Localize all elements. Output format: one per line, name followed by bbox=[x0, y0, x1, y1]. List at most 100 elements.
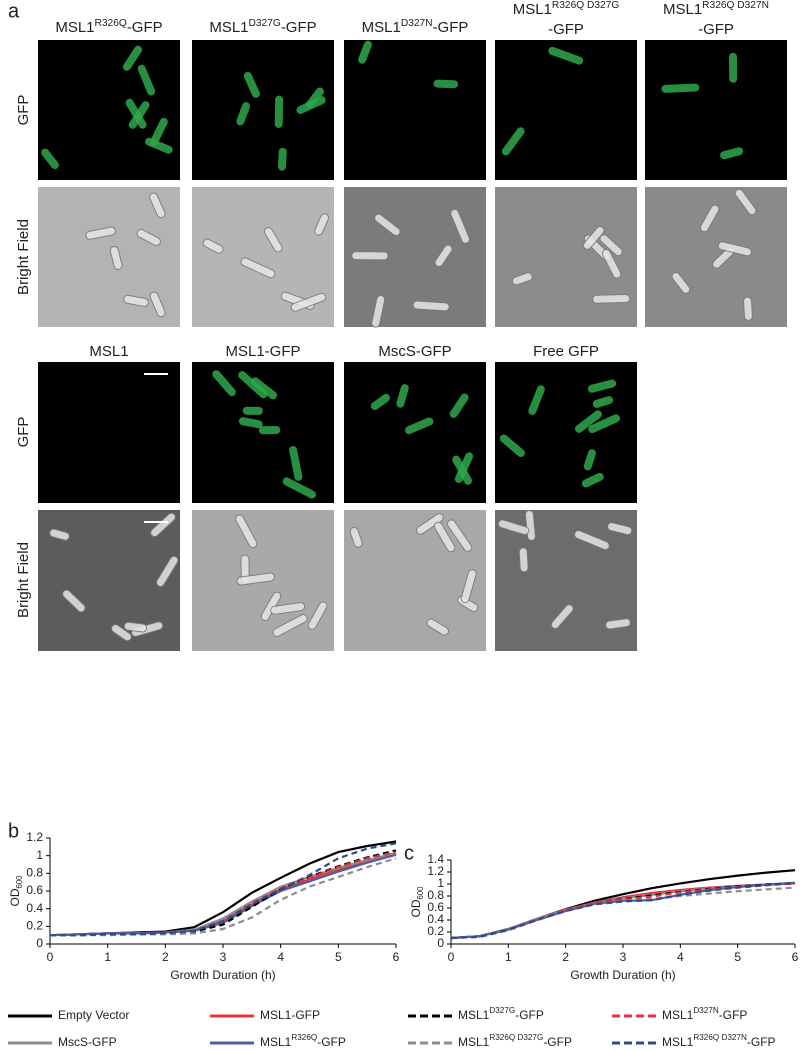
cell bbox=[156, 555, 179, 587]
x-tick-label: 5 bbox=[335, 950, 342, 964]
cell bbox=[370, 393, 390, 411]
y-tick-label: 0.6 bbox=[26, 883, 43, 897]
label-suffix: -GFP bbox=[433, 19, 469, 36]
cell bbox=[592, 294, 631, 304]
label-text: MSL1-GFP bbox=[225, 343, 300, 360]
cell bbox=[550, 604, 574, 630]
cell bbox=[123, 621, 148, 633]
legend-entry: MSL1R326Q D327N-GFP bbox=[662, 1033, 776, 1049]
label-text: MSL1 bbox=[662, 1035, 694, 1049]
label-superscript: R326Q D327N bbox=[693, 1033, 747, 1042]
y-tick-label: 1 bbox=[36, 848, 43, 862]
y-tick-label: 0 bbox=[437, 936, 444, 950]
cell bbox=[404, 417, 434, 435]
micrograph bbox=[495, 362, 637, 503]
cell bbox=[282, 477, 317, 499]
column-header: MSL1D327N-GFP bbox=[362, 18, 469, 36]
cell bbox=[374, 213, 401, 237]
cell bbox=[149, 192, 166, 219]
label-superscript: D327G bbox=[249, 18, 281, 29]
label-superscript: R326Q D327G bbox=[489, 1033, 543, 1042]
cell bbox=[548, 46, 584, 65]
y-tick-label: 0.8 bbox=[26, 866, 43, 880]
panel-letter: a bbox=[8, 0, 20, 22]
cell bbox=[528, 385, 545, 415]
panel-letter: c bbox=[404, 842, 414, 864]
cell bbox=[412, 300, 450, 312]
cell bbox=[270, 602, 306, 615]
cell bbox=[278, 147, 287, 171]
x-tick-label: 4 bbox=[277, 950, 284, 964]
micrograph bbox=[192, 510, 334, 651]
cell bbox=[575, 410, 602, 433]
micrograph bbox=[645, 187, 787, 327]
column-header-line2: -GFP bbox=[698, 21, 734, 38]
cell bbox=[62, 589, 86, 613]
cell bbox=[601, 248, 622, 279]
micrograph bbox=[38, 362, 180, 503]
micrograph bbox=[38, 510, 180, 651]
y-tick-label: 1.2 bbox=[26, 830, 43, 844]
cell bbox=[136, 229, 161, 247]
label-text: MSL1 bbox=[55, 19, 94, 36]
micrograph bbox=[38, 187, 180, 327]
label-text: Free GFP bbox=[533, 343, 599, 360]
y-axis-label-text: OD bbox=[8, 888, 22, 906]
cell bbox=[235, 514, 258, 549]
cell bbox=[699, 204, 720, 233]
y-tick-label: 0.6 bbox=[427, 900, 444, 914]
label-text: MSL1 bbox=[513, 1, 552, 18]
cell bbox=[274, 95, 284, 129]
cell bbox=[426, 618, 450, 636]
y-axis-label-text: OD bbox=[409, 899, 423, 917]
column-header: MscS-GFP bbox=[378, 343, 451, 360]
series-line bbox=[50, 842, 397, 937]
x-tick-label: 2 bbox=[162, 950, 169, 964]
cell bbox=[240, 257, 276, 279]
cell bbox=[582, 225, 605, 250]
label-superscript: R326Q bbox=[95, 18, 127, 29]
cell bbox=[238, 371, 268, 399]
cell bbox=[717, 241, 752, 257]
micrograph bbox=[344, 362, 486, 503]
cell bbox=[236, 102, 251, 126]
cell bbox=[573, 530, 610, 551]
y-tick-label: 1.4 bbox=[427, 852, 444, 866]
label-suffix: -GFP bbox=[719, 1008, 748, 1022]
legend-entry: MSL1D327G-GFP bbox=[458, 1006, 544, 1022]
column-header: MSL1R326Q D327N bbox=[663, 0, 769, 18]
cell bbox=[450, 208, 471, 244]
micrograph-background bbox=[344, 510, 486, 651]
label-superscript: D327G bbox=[489, 1006, 515, 1015]
cell bbox=[415, 513, 444, 535]
cell bbox=[743, 296, 753, 321]
label-text: MSL1 bbox=[362, 19, 401, 36]
legend-entry: MSL1R326Q D327G-GFP bbox=[458, 1033, 572, 1049]
cell bbox=[212, 370, 236, 397]
x-tick-label: 1 bbox=[505, 950, 512, 964]
x-tick-label: 5 bbox=[734, 950, 741, 964]
cell bbox=[446, 519, 473, 552]
cell bbox=[243, 71, 260, 98]
cell bbox=[351, 251, 389, 261]
column-header: MSL1R326Q D327G bbox=[513, 0, 620, 18]
column-header: MSL1 bbox=[89, 343, 128, 360]
cell bbox=[110, 624, 132, 642]
label-text: Empty Vector bbox=[58, 1008, 129, 1022]
y-tick-label: 0.4 bbox=[26, 901, 43, 915]
label-text: MSL1 bbox=[458, 1008, 490, 1022]
micrograph bbox=[38, 40, 180, 180]
cell bbox=[41, 148, 59, 170]
cell bbox=[592, 396, 614, 408]
y-axis-label-subscript: 600 bbox=[15, 875, 24, 889]
micrograph-background bbox=[495, 40, 637, 180]
cell bbox=[128, 101, 150, 129]
y-tick-label: 1 bbox=[437, 876, 444, 890]
legend-entry: Empty Vector bbox=[58, 1008, 129, 1022]
label-text: MscS-GFP bbox=[378, 343, 451, 360]
label-text: MSL1 bbox=[663, 1, 702, 18]
cell bbox=[349, 526, 363, 548]
cell bbox=[433, 79, 459, 89]
cell bbox=[238, 417, 263, 429]
label-superscript: R326Q D327G bbox=[552, 0, 619, 11]
